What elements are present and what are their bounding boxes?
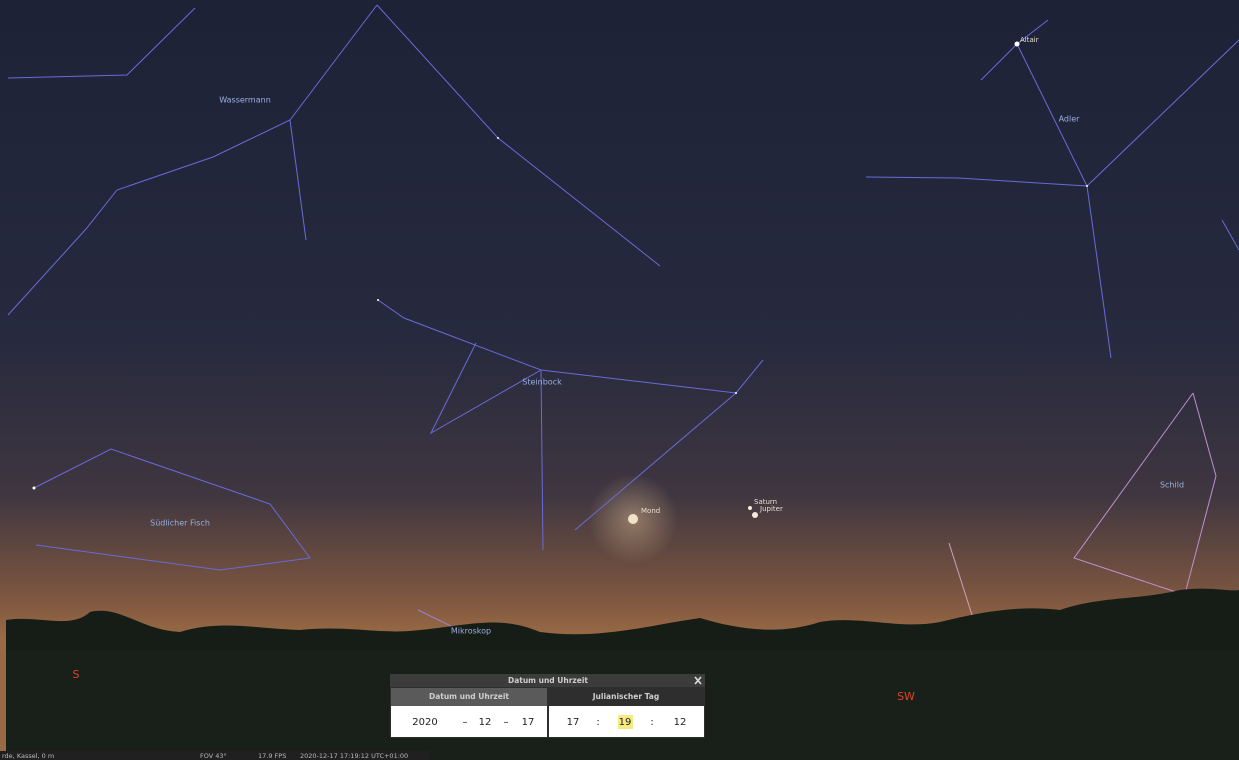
compass-label: SW [897,690,915,703]
dialog-title: Datum und Uhrzeit [508,676,588,685]
tab-label[interactable]: Julianischer Tag [592,692,659,701]
status-location: rde, Kassel, 0 m [2,752,54,760]
day-field[interactable]: 17 [522,717,535,728]
separator: : [596,717,599,728]
minute-field[interactable]: 19 [619,717,632,728]
object-label: Mond [641,507,660,515]
separator: – [463,717,468,728]
month-field[interactable]: 12 [479,717,492,728]
compass-label: S [73,668,80,681]
date-time-dialog: Datum und Uhrzeit Datum und Uhrzeit Juli… [390,674,705,738]
year-field[interactable]: 2020 [412,717,437,728]
status-fov: FOV 43° [200,752,227,760]
constellation-label: Südlicher Fisch [150,519,210,528]
constellation-label: Mikroskop [451,627,491,636]
second-field[interactable]: 12 [674,717,687,728]
planetarium-view: Wassermann Steinbock Südlicher Fisch Mik… [0,0,1239,760]
status-datetime: 2020-12-17 17:19:12 UTC+01:00 [300,752,408,760]
constellation-label: Adler [1059,115,1081,124]
status-fps: 17.9 FPS [258,752,286,760]
object-label: Altair [1020,36,1039,44]
tab-label[interactable]: Datum und Uhrzeit [429,692,509,701]
constellation-label: Steinbock [522,378,562,387]
separator: – [504,717,509,728]
separator: : [650,717,653,728]
hour-field[interactable]: 17 [567,717,580,728]
object-label: Jupiter [759,505,783,513]
constellation-label: Wassermann [219,96,271,105]
constellation-label: Schild [1160,481,1184,490]
